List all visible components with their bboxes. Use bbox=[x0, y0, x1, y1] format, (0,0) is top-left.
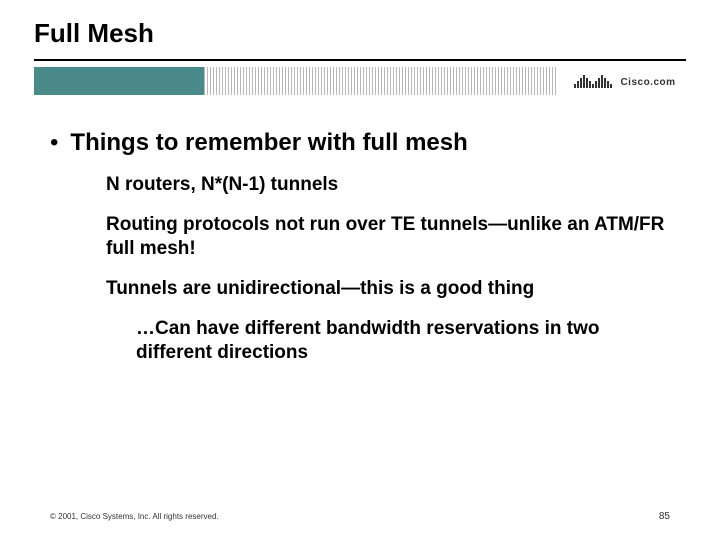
banner-ticks bbox=[204, 67, 556, 95]
sub-item: Tunnels are unidirectional—this is a goo… bbox=[106, 277, 670, 301]
slide-footer: © 2001, Cisco Systems, Inc. All rights r… bbox=[50, 511, 670, 522]
slide-content: • Things to remember with full mesh N ro… bbox=[0, 95, 720, 365]
main-bullet-text: Things to remember with full mesh bbox=[70, 129, 467, 157]
cisco-logo-text: Cisco.com bbox=[620, 77, 675, 88]
title-underline bbox=[34, 59, 686, 61]
cisco-bars-icon bbox=[574, 74, 612, 88]
sub-sub-item: …Can have different bandwidth reservatio… bbox=[136, 317, 670, 365]
header-banner: Cisco.com bbox=[34, 67, 686, 95]
cisco-logo-area: Cisco.com bbox=[556, 67, 686, 95]
copyright-text: © 2001, Cisco Systems, Inc. All rights r… bbox=[50, 512, 219, 521]
sub-sub-list: …Can have different bandwidth reservatio… bbox=[106, 317, 670, 365]
cisco-logo: Cisco.com bbox=[574, 74, 675, 88]
main-bullet: • Things to remember with full mesh bbox=[50, 129, 670, 157]
bullet-icon: • bbox=[50, 129, 58, 157]
page-number: 85 bbox=[659, 511, 670, 522]
banner-teal-block bbox=[34, 67, 204, 95]
sub-bullet-list: N routers, N*(N-1) tunnels Routing proto… bbox=[50, 173, 670, 365]
sub-item: Routing protocols not run over TE tunnel… bbox=[106, 213, 670, 261]
slide-title: Full Mesh bbox=[34, 18, 720, 49]
sub-item: N routers, N*(N-1) tunnels bbox=[106, 173, 670, 197]
title-area: Full Mesh bbox=[0, 0, 720, 55]
